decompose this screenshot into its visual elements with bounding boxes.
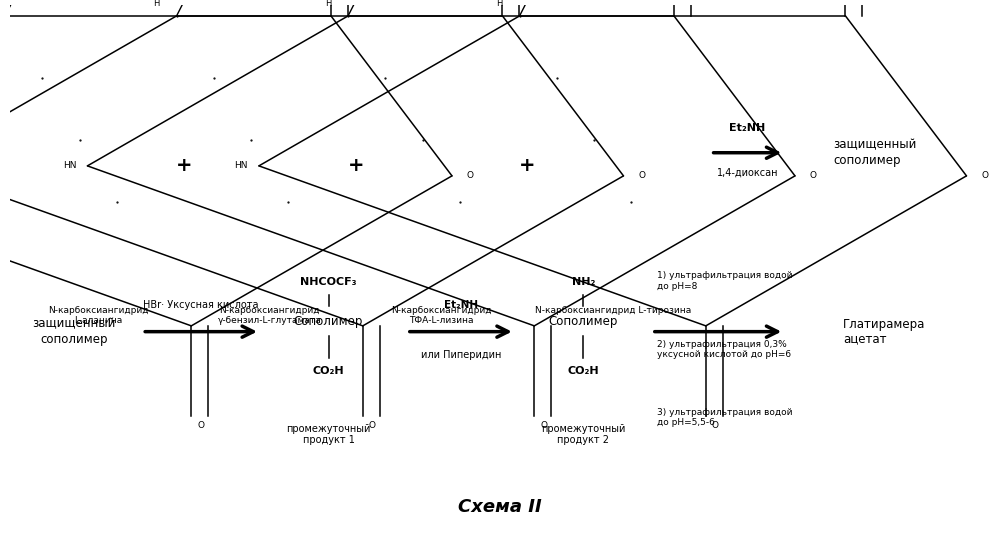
Text: O: O [369,421,376,430]
Text: промежуточный
продукт 2: промежуточный продукт 2 [541,424,625,445]
Text: O: O [467,171,474,180]
Text: O: O [810,171,817,180]
Text: O: O [540,421,547,430]
Text: 1) ультрафильтрация водой
до рН=8: 1) ультрафильтрация водой до рН=8 [657,271,792,291]
Text: NH₂: NH₂ [572,277,595,287]
Text: H: H [153,0,160,9]
Text: HN: HN [63,162,76,170]
Text: 1,4-диоксан: 1,4-диоксан [717,168,778,177]
Text: O: O [712,421,719,430]
Text: O: O [197,421,204,430]
Text: H: H [325,0,331,9]
Text: CO₂H: CO₂H [313,366,344,376]
Text: HBr· Уксусная кислота: HBr· Уксусная кислота [143,300,259,309]
Text: Et₂NH: Et₂NH [729,123,766,133]
Text: +: + [519,156,536,176]
Text: +: + [348,156,364,176]
Text: N-карбоксиангидрид
γ-бензил-L-глутамата: N-карбоксиангидрид γ-бензил-L-глутамата [218,306,322,325]
Text: или Пиперидин: или Пиперидин [421,350,501,360]
Text: O: O [638,171,645,180]
Text: H: H [496,0,503,9]
Text: NHCOCF₃: NHCOCF₃ [300,277,357,287]
Text: HN: HN [234,162,248,170]
Text: Глатирамера
ацетат: Глатирамера ацетат [843,318,925,346]
Text: Сополимер: Сополимер [294,315,363,328]
Text: +: + [176,156,193,176]
Text: защищенный
сополимер: защищенный сополимер [833,139,917,166]
Text: N-карбоксиангидрид L-тирозина: N-карбоксиангидрид L-тирозина [535,306,691,315]
Text: 3) ультрафильтрация водой
до рН=5,5-6: 3) ультрафильтрация водой до рН=5,5-6 [657,408,792,427]
Text: N-карбоксиангидрид
L-аланина: N-карбоксиангидрид L-аланина [48,306,148,325]
Text: Сополимер: Сополимер [549,315,618,328]
Text: Схема II: Схема II [458,498,542,516]
Text: O: O [981,171,988,180]
Text: защищенный
сополимер: защищенный сополимер [32,318,115,346]
Text: 2) ультрафильтрация 0,3%
уксусной кислотой до рН=6: 2) ультрафильтрация 0,3% уксусной кислот… [657,339,791,359]
Text: CO₂H: CO₂H [567,366,599,376]
Text: Et₂NH: Et₂NH [444,300,478,309]
Text: N-карбоксиангидрид
ТФА-L-лизина: N-карбоксиангидрид ТФА-L-лизина [391,306,491,325]
Text: промежуточный
продукт 1: промежуточный продукт 1 [286,424,371,445]
